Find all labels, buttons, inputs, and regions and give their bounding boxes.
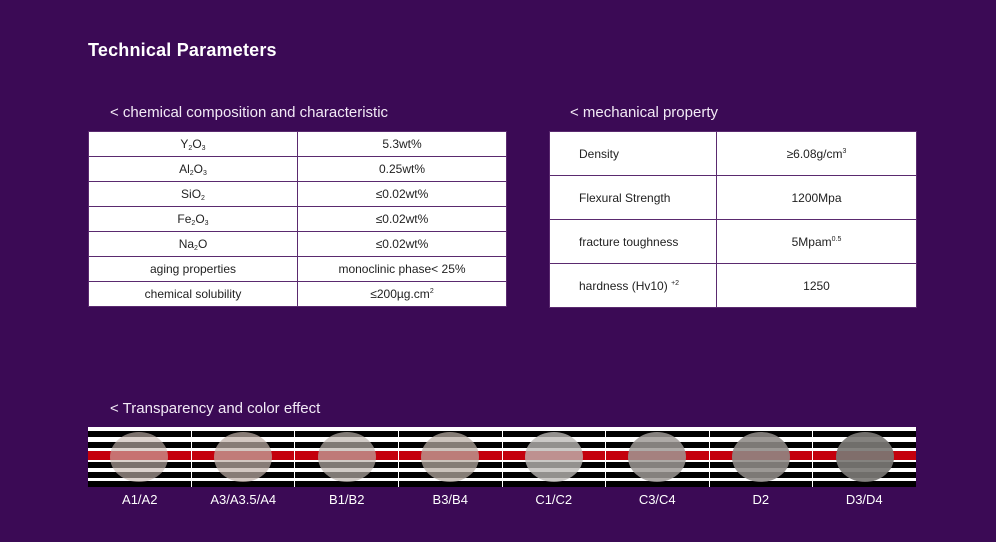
value-cell: ≤0.02wt% [297, 181, 507, 207]
color-swatch [398, 427, 503, 487]
toughness-label: fracture toughness [549, 219, 717, 264]
table-row: chemical solubility ≤200µg.cm2 [88, 281, 507, 307]
swatch-strip [88, 427, 916, 487]
table-row: aging properties monoclinic phase< 25% [88, 256, 507, 282]
sample-disc [421, 432, 480, 482]
flexural-value: 1200Mpa [716, 175, 917, 220]
black-stripe [295, 481, 398, 487]
color-swatch [502, 427, 607, 487]
toughness-value: 5Mpam0.5 [716, 219, 917, 264]
hardness-value: 1250 [716, 263, 917, 308]
table-row: Na2O ≤0.02wt% [88, 231, 507, 257]
value-cell: 0.25wt% [297, 156, 507, 182]
swatch-label: B3/B4 [432, 492, 468, 507]
color-swatch [191, 427, 296, 487]
value-cell: ≤0.02wt% [297, 206, 507, 232]
swatch-label: B1/B2 [329, 492, 365, 507]
sample-disc [213, 432, 272, 482]
black-stripe [191, 481, 295, 487]
color-swatch [709, 427, 814, 487]
swatch-labels: A1/A2 A3/A3.5/A4 B1/B2 B3/B4 C1/C2 C3/C4 D2 D3/… [88, 492, 916, 507]
sample-disc [317, 432, 376, 482]
swatch-label: A1/A2 [122, 492, 158, 507]
value-cell: 5.3wt% [297, 131, 507, 157]
component-cell: SiO2 [88, 181, 298, 207]
component-cell: Na2O [88, 231, 298, 257]
black-stripe [398, 481, 502, 487]
solubility-value: ≤200µg.cm2 [297, 281, 507, 307]
mechanical-table: Density ≥6.08g/cm3 Flexural Strength 120… [549, 131, 917, 308]
swatch-label: A3/A3.5/A4 [210, 492, 277, 507]
chemical-table: Y2O3 5.3wt% Al2O3 0.25wt% SiO2 ≤0.02wt% Fe2O3 ≤… [88, 131, 507, 307]
sample-disc [732, 432, 791, 482]
component-cell: Al2O3 [88, 156, 298, 182]
swatch-label: C1/C2 [535, 492, 573, 507]
mechanical-heading: < mechanical property [570, 104, 718, 121]
color-swatch [813, 427, 916, 487]
flexural-label: Flexural Strength [549, 175, 717, 220]
swatch-label: D2 [752, 492, 770, 507]
color-swatch [295, 427, 399, 487]
color-swatch [88, 427, 192, 487]
chemical-heading: < chemical composition and characteristi… [110, 104, 389, 121]
table-row: SiO2 ≤0.02wt% [88, 181, 507, 207]
density-value: ≥6.08g/cm3 [716, 131, 917, 176]
black-stripe [502, 481, 606, 487]
sample-disc [835, 432, 894, 482]
color-swatch [606, 427, 710, 487]
component-cell: Fe2O3 [88, 206, 298, 232]
table-row: Flexural Strength 1200Mpa [549, 175, 917, 220]
black-stripe [813, 481, 916, 487]
table-row: Al2O3 0.25wt% [88, 156, 507, 182]
table-row: Fe2O3 ≤0.02wt% [88, 206, 507, 232]
table-row: Density ≥6.08g/cm3 [549, 131, 917, 176]
solubility-label: chemical solubility [88, 281, 298, 307]
aging-label: aging properties [88, 256, 298, 282]
table-row: hardness (Hv10) +2 1250 [549, 263, 917, 308]
table-row: fracture toughness 5Mpam0.5 [549, 219, 917, 264]
black-stripe [88, 481, 191, 487]
page-title: Technical Parameters [88, 40, 277, 60]
aging-value: monoclinic phase< 25% [297, 256, 507, 282]
hardness-label: hardness (Hv10) +2 [549, 263, 717, 308]
density-label: Density [549, 131, 717, 176]
black-stripe [709, 481, 813, 487]
sample-disc [628, 432, 687, 482]
component-cell: Y2O3 [88, 131, 298, 157]
sample-disc [110, 432, 169, 482]
black-stripe [606, 481, 709, 487]
table-row: Y2O3 5.3wt% [88, 131, 507, 157]
sample-disc [524, 432, 583, 482]
value-cell: ≤0.02wt% [297, 231, 507, 257]
transparency-heading: < Transparency and color effect [110, 400, 321, 417]
swatch-label: C3/C4 [638, 492, 676, 507]
swatch-label: D3/D4 [845, 492, 883, 507]
